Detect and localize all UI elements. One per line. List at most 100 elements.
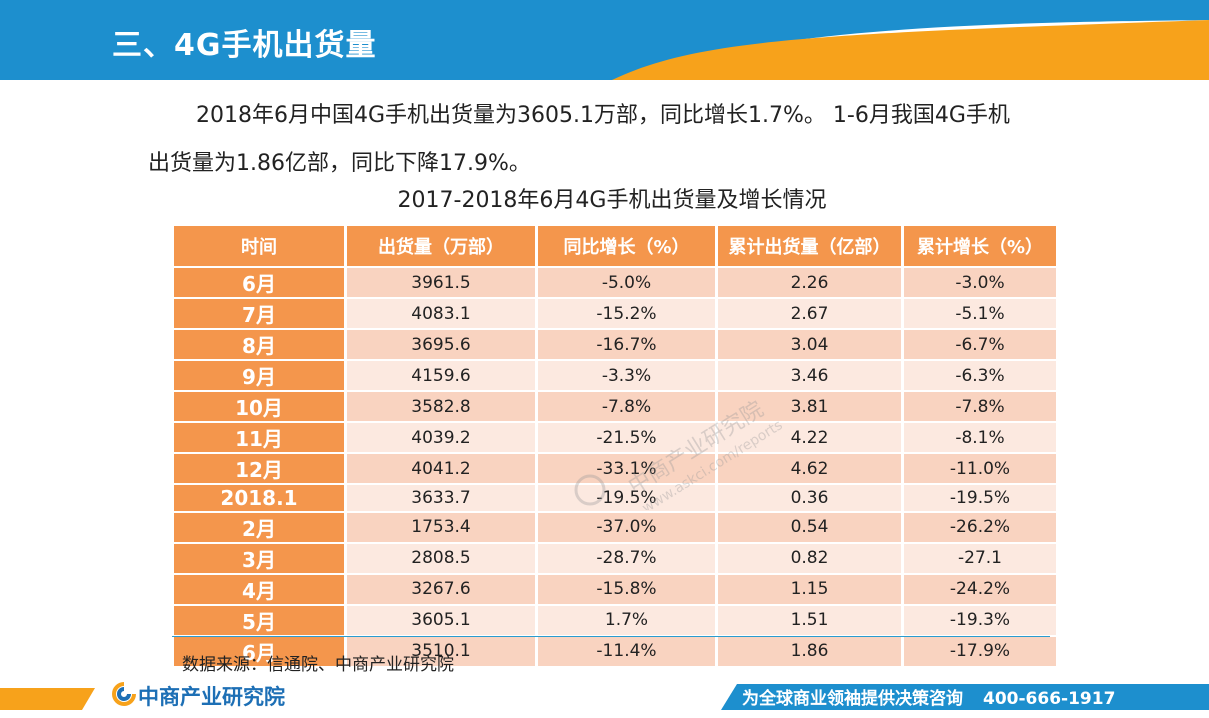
cell-yoy: -15.8% [538,574,715,604]
cell-time: 7月 [174,299,344,328]
cell-cumulative: 0.82 [718,543,901,573]
cell-cumulative: 1.51 [718,605,901,635]
cell-cumulative-growth: -17.9% [904,636,1056,666]
cell-cumulative: 3.04 [718,330,901,359]
cell-cumulative: 1.15 [718,574,901,604]
table-row: 4月 3267.6 -15.8% 1.15 -24.2% [174,574,1056,604]
cell-yoy: -16.7% [538,330,715,359]
cell-cumulative: 3.46 [718,361,901,390]
cell-cumulative: 0.54 [718,512,901,542]
footer-shape [0,684,1209,710]
cell-yoy: -33.1% [538,454,715,483]
cell-time: 6月 [174,268,344,297]
table-header-row: 时间 出货量（万部） 同比增长（%） 累计出货量（亿部） 累计增长（%） [174,226,1056,266]
cell-cumulative: 0.36 [718,485,901,511]
table-row: 3月 2808.5 -28.7% 0.82 -27.1 [174,543,1056,573]
cell-time: 12月 [174,454,344,483]
footer-slogan: 为全球商业领袖提供决策咨询 400-666-1917 [742,684,1115,709]
cell-shipments: 3633.7 [347,485,535,511]
summary-text: 2018年6月中国4G手机出货量为3605.1万部，同比增长1.7%。 1-6月… [148,92,1078,188]
cell-yoy: -37.0% [538,512,715,542]
cell-time: 4月 [174,574,344,604]
cell-shipments: 3510.1 [347,636,535,666]
table-row: 10月 3582.8 -7.8% 3.81 -7.8% [174,392,1056,421]
cell-yoy: -11.4% [538,636,715,666]
cell-shipments: 3267.6 [347,574,535,604]
header-cumulative: 累计出货量（亿部） [718,226,901,266]
page-title: 三、4G手机出货量 [112,28,377,63]
cell-cumulative-growth: -11.0% [904,454,1056,483]
cell-shipments: 4039.2 [347,423,535,452]
table-row: 8月 3695.6 -16.7% 3.04 -6.7% [174,330,1056,359]
footer-bar [0,680,1209,718]
cell-yoy: -21.5% [538,423,715,452]
cell-cumulative-growth: -19.5% [904,485,1056,511]
cell-yoy: -3.3% [538,361,715,390]
cell-cumulative: 1.86 [718,636,901,666]
cell-shipments: 2808.5 [347,543,535,573]
table-row: 2月 1753.4 -37.0% 0.54 -26.2% [174,512,1056,542]
cell-yoy: -5.0% [538,268,715,297]
slogan-text: 为全球商业领袖提供决策咨询 [742,689,963,709]
cell-time: 11月 [174,423,344,452]
header-cumulative-growth: 累计增长（%） [904,226,1056,266]
table-row: 6月 3510.1 -11.4% 1.86 -17.9% [174,636,1056,666]
table-row: 6月 3961.5 -5.0% 2.26 -3.0% [174,268,1056,297]
company-logo-icon [112,682,136,706]
cell-time: 9月 [174,361,344,390]
cell-time: 3月 [174,543,344,573]
cell-time: 6月 [174,636,344,666]
cell-cumulative-growth: -19.3% [904,605,1056,635]
cell-shipments: 4083.1 [347,299,535,328]
table-row: 7月 4083.1 -15.2% 2.67 -5.1% [174,299,1056,328]
cell-cumulative-growth: -24.2% [904,574,1056,604]
cell-time: 8月 [174,330,344,359]
header-shipments: 出货量（万部） [347,226,535,266]
summary-line-2: 出货量为1.86亿部，同比下降17.9%。 [148,151,531,176]
table-row: 9月 4159.6 -3.3% 3.46 -6.3% [174,361,1056,390]
cell-shipments: 3605.1 [347,605,535,635]
cell-cumulative-growth: -27.1 [904,543,1056,573]
cell-time: 5月 [174,605,344,635]
header-banner: 三、4G手机出货量 [0,0,1209,80]
header-yoy: 同比增长（%） [538,226,715,266]
cell-cumulative-growth: -3.0% [904,268,1056,297]
cell-cumulative: 2.26 [718,268,901,297]
cell-cumulative: 2.67 [718,299,901,328]
cell-cumulative-growth: -6.7% [904,330,1056,359]
cell-cumulative: 4.22 [718,423,901,452]
cell-cumulative: 3.81 [718,392,901,421]
cell-shipments: 4041.2 [347,454,535,483]
cell-yoy: -19.5% [538,485,715,511]
banner-shape [0,0,1209,80]
source-divider [172,636,1050,637]
table-row: 12月 4041.2 -33.1% 4.62 -11.0% [174,454,1056,483]
cell-cumulative-growth: -8.1% [904,423,1056,452]
cell-time: 2018.1 [174,485,344,511]
cell-cumulative-growth: -5.1% [904,299,1056,328]
cell-cumulative-growth: -7.8% [904,392,1056,421]
cell-yoy: -28.7% [538,543,715,573]
cell-cumulative-growth: -26.2% [904,512,1056,542]
table-row: 2018.1 3633.7 -19.5% 0.36 -19.5% [174,485,1056,511]
table-row: 11月 4039.2 -21.5% 4.22 -8.1% [174,423,1056,452]
cell-cumulative: 4.62 [718,454,901,483]
cell-shipments: 3582.8 [347,392,535,421]
shipment-table: 时间 出货量（万部） 同比增长（%） 累计出货量（亿部） 累计增长（%） 6月 … [171,224,1059,668]
phone-number: 400-666-1917 [983,689,1116,709]
cell-time: 2月 [174,512,344,542]
company-logo-text: 中商产业研究院 [138,685,285,709]
table-title: 2017-2018年6月4G手机出货量及增长情况 [397,188,827,213]
data-source: 数据来源：信通院、中商产业研究院 [182,655,454,675]
cell-yoy: -7.8% [538,392,715,421]
cell-yoy: -15.2% [538,299,715,328]
cell-shipments: 4159.6 [347,361,535,390]
header-time: 时间 [174,226,344,266]
summary-line-1: 2018年6月中国4G手机出货量为3605.1万部，同比增长1.7%。 1-6月… [196,103,1010,128]
cell-yoy: 1.7% [538,605,715,635]
table-row: 5月 3605.1 1.7% 1.51 -19.3% [174,605,1056,635]
cell-cumulative-growth: -6.3% [904,361,1056,390]
cell-shipments: 1753.4 [347,512,535,542]
cell-time: 10月 [174,392,344,421]
cell-shipments: 3695.6 [347,330,535,359]
